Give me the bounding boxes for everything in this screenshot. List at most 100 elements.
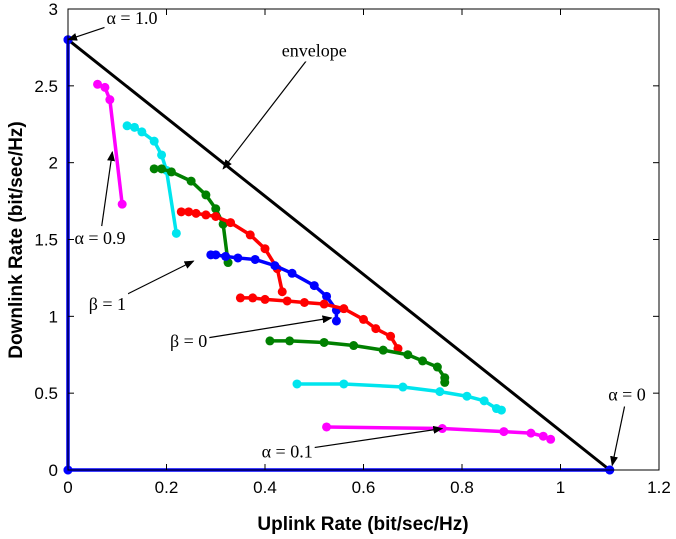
series-1-point-0	[122, 121, 132, 131]
series-7-point-0	[292, 379, 302, 389]
series-3-point-1	[184, 207, 194, 217]
series-5-point-8	[371, 324, 381, 334]
series-1-point-6	[171, 228, 181, 238]
plot-area	[68, 9, 659, 470]
annotation-arrow-6	[298, 425, 444, 451]
annotation-bg-2	[72, 226, 128, 249]
series-7-point-7	[496, 405, 506, 415]
y-axis-label: Downlink Rate (bit/sec/Hz)	[6, 121, 27, 359]
series-6-point-1	[285, 336, 295, 346]
annotation-bg-6	[259, 440, 315, 463]
annotation-label-2: α = 0.9	[74, 228, 125, 248]
series-6-point-9	[440, 377, 450, 387]
series-1-point-2	[137, 127, 147, 137]
annotation-layer: α = 1.0 envelope α = 0.9 β = 1 β = 0 α = 0 α =…	[67, 7, 648, 467]
y-tick-label-4: 2	[49, 154, 58, 173]
annotation-label-3: β = 1	[89, 294, 126, 314]
series-5-point-7	[359, 314, 368, 324]
series-1-point-1	[129, 122, 139, 132]
series-6-point-7	[432, 362, 442, 372]
series-5-point-0	[235, 293, 245, 303]
series-8-point-3	[526, 428, 536, 438]
x-tick-label-4: 0.8	[450, 478, 474, 497]
series-4-point-10	[331, 316, 341, 326]
series-2-point-4	[201, 190, 211, 200]
y-tick-label-3: 1.5	[34, 231, 58, 250]
annotation-bg-1	[279, 39, 349, 62]
annotation-bg-0	[104, 7, 160, 30]
series-0-point-0	[93, 79, 103, 89]
series-5-point-1	[248, 293, 258, 303]
series-3-point-9	[277, 287, 287, 297]
series-7-point-3	[435, 387, 445, 397]
annotation-arrow-4	[200, 315, 333, 340]
series-6	[265, 336, 450, 387]
series-2	[149, 164, 233, 268]
series-8-point-5	[546, 434, 556, 444]
series-6-point-5	[403, 350, 413, 360]
series-2-point-1	[157, 164, 167, 174]
y-tick-label-1: 0.5	[34, 384, 58, 403]
annotation-arrow-1	[222, 59, 308, 170]
x-tick-label-2: 0.4	[253, 478, 277, 497]
tick-layer: 0 0.2 0.4 0.6 0.8 1 1.2 0 0.5 1 1.5 2 2.5 3	[34, 0, 670, 497]
series-4-point-3	[233, 253, 243, 263]
series-3-point-0	[176, 207, 186, 217]
y-tick-label-2: 1	[49, 307, 58, 326]
x-tick-label-1: 0.2	[155, 478, 179, 497]
series-2-point-2	[166, 167, 176, 177]
series-5-point-6	[339, 304, 349, 314]
series-5	[235, 293, 403, 354]
series-6-point-0	[265, 336, 275, 346]
series-7-point-4	[462, 391, 472, 401]
annotation-arrow-3	[117, 260, 195, 300]
series-8-point-0	[322, 422, 332, 432]
series-4-point-7	[309, 281, 319, 291]
series-3-point-4	[211, 211, 221, 221]
series-6-point-2	[319, 337, 329, 347]
series-3-point-6	[245, 230, 255, 240]
x-tick-label-5: 1	[556, 478, 565, 497]
series-6-point-6	[418, 356, 428, 366]
series-4-point-1	[211, 250, 221, 260]
annotation-label-6: α = 0.1	[262, 442, 313, 462]
series-7-point-2	[398, 382, 408, 392]
annotation-bg-3	[86, 293, 129, 316]
annotation-label-0: α = 1.0	[106, 8, 157, 28]
series-0-point-2	[105, 95, 115, 105]
series-5-point-9	[386, 331, 396, 341]
series-0	[93, 79, 127, 209]
series-3-point-2	[191, 208, 201, 218]
y-tick-label-0: 0	[49, 461, 58, 480]
series-8-point-4	[538, 431, 548, 441]
series-4	[206, 250, 341, 326]
series-4-point-4	[250, 254, 260, 264]
series-7-point-5	[479, 396, 489, 406]
series-6-point-3	[349, 341, 359, 351]
x-tick-label-6: 1.2	[647, 478, 671, 497]
annotation-arrow-5	[610, 406, 626, 467]
series-0-point-1	[100, 82, 110, 92]
series-3-point-7	[260, 244, 270, 254]
series-1-point-3	[149, 136, 159, 146]
series-5-point-5	[319, 299, 329, 309]
envelope-line	[66, 38, 612, 472]
y-tick-label-5: 2.5	[34, 77, 58, 96]
series-2-point-0	[149, 164, 159, 174]
y-tick-label-6: 3	[49, 0, 58, 19]
series-line-6	[268, 339, 447, 385]
series-3-point-3	[201, 210, 211, 220]
annotation-bg-4	[168, 329, 210, 352]
series-5-point-3	[282, 296, 292, 306]
series-4-point-8	[322, 291, 332, 301]
annotation-label-5: α = 0	[608, 385, 646, 405]
series-2-point-3	[186, 176, 196, 186]
series-5-point-4	[299, 298, 309, 308]
series-5-point-2	[260, 294, 270, 304]
series-2-point-5	[211, 204, 221, 214]
x-tick-label-0: 0	[63, 478, 72, 497]
series-1-point-4	[157, 150, 167, 160]
annotation-label-4: β = 0	[170, 331, 207, 351]
series-3-point-5	[226, 218, 236, 228]
